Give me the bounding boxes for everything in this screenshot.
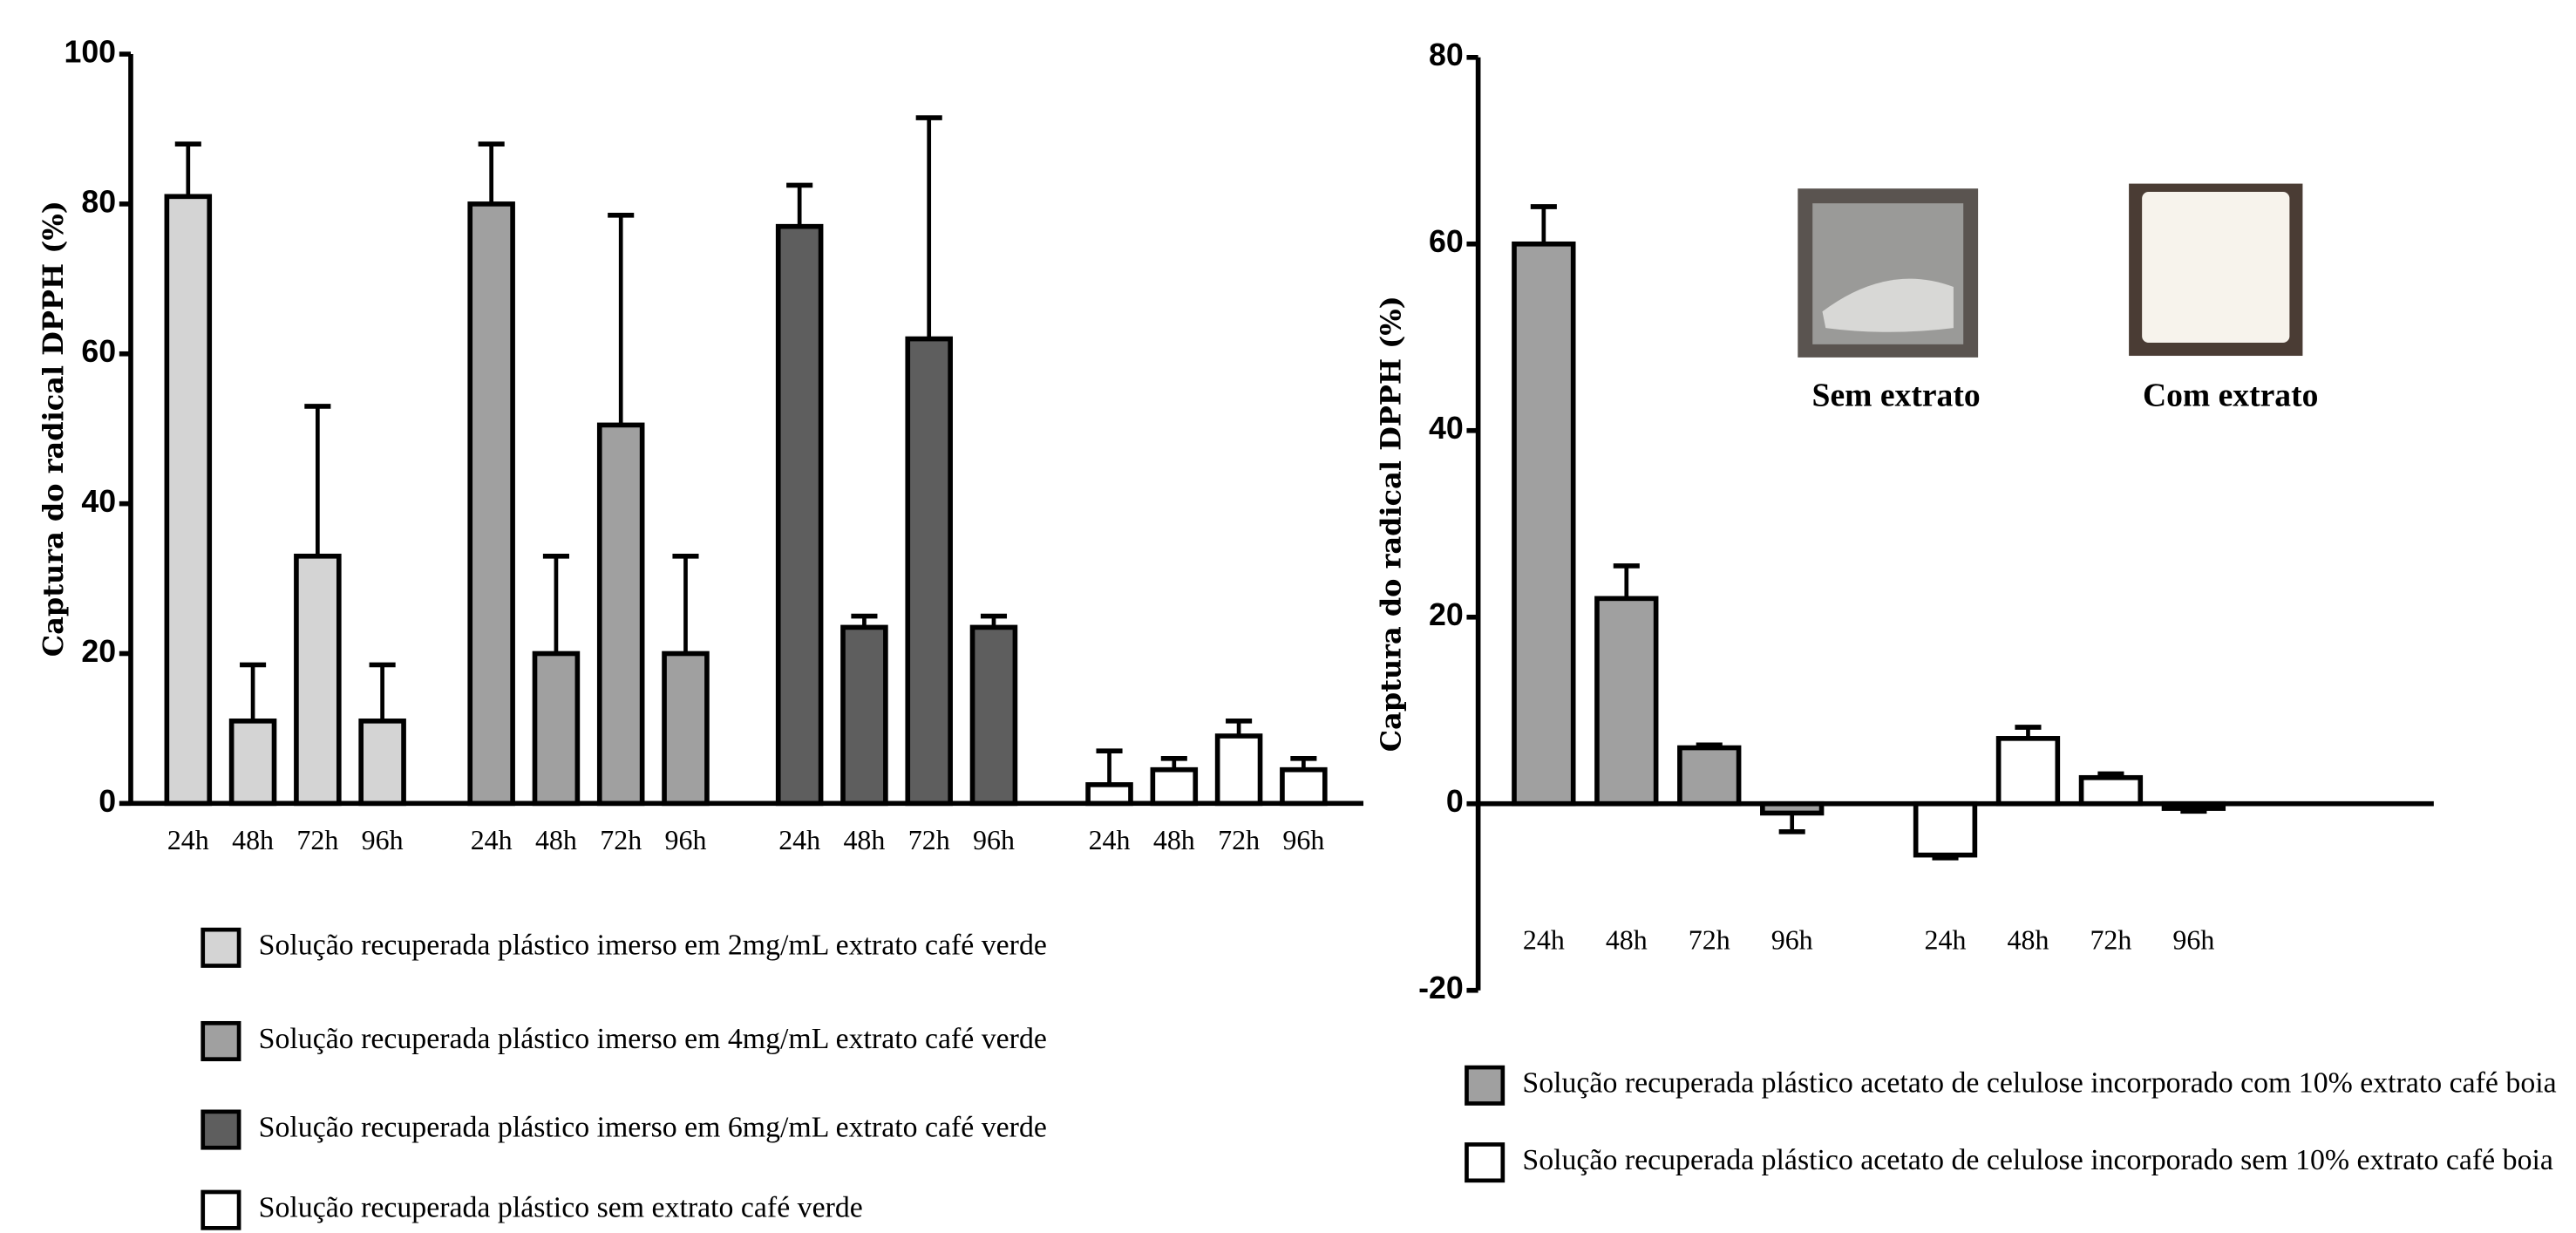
y-axis-title: Captura do radical DPPH (%) <box>1374 296 1407 752</box>
bar <box>1597 598 1656 803</box>
bar <box>1282 770 1325 804</box>
legend-label: Solução recuperada plástico acetato de c… <box>1522 1144 2553 1176</box>
bar <box>534 653 577 803</box>
x-tick-label: 72h <box>1218 825 1260 855</box>
bar <box>167 196 209 803</box>
bar <box>907 339 950 804</box>
y-tick-label: 20 <box>1429 597 1464 632</box>
x-tick-label: 72h <box>908 825 950 855</box>
photo-film <box>2142 192 2289 343</box>
x-tick-label: 24h <box>1089 825 1131 855</box>
bar <box>1152 770 1195 804</box>
legend-swatch <box>1466 1067 1502 1103</box>
legend-swatch <box>203 1023 239 1059</box>
x-tick-label: 48h <box>232 825 274 855</box>
page: {"chart_data": [ {"type": "bar", "y_labe… <box>0 0 2576 1233</box>
legend-swatch <box>1466 1144 1502 1180</box>
x-tick-label: 72h <box>1689 925 1730 956</box>
y-tick-label: 20 <box>81 634 116 669</box>
y-axis-title: Captura do radical DPPH (%) <box>37 201 70 657</box>
x-tick-label: 96h <box>362 825 404 855</box>
bar <box>296 556 339 804</box>
insets <box>1798 184 2302 358</box>
legend-label: Solução recuperada plástico sem extrato … <box>259 1191 863 1223</box>
bar <box>1999 739 2058 804</box>
x-tick-label: 48h <box>535 825 577 855</box>
legend-label: Solução recuperada plástico acetato de c… <box>1522 1067 2556 1100</box>
legend-swatch <box>203 1112 239 1148</box>
annotation: Com extrato <box>2143 378 2318 414</box>
y-tick-label: 40 <box>1429 411 1464 446</box>
x-tick-label: 96h <box>1771 925 1813 956</box>
y-tick-label: 0 <box>1446 784 1464 819</box>
bar <box>1218 736 1261 803</box>
y-tick-label: 100 <box>64 34 116 69</box>
legend-label: Solução recuperada plástico imerso em 2m… <box>259 930 1047 962</box>
y-tick-label: -20 <box>1418 971 1464 1005</box>
y-tick-label: 60 <box>81 334 116 369</box>
bar <box>470 204 513 803</box>
x-tick-label: 24h <box>167 825 209 855</box>
y-tick-label: 60 <box>1429 224 1464 259</box>
x-tick-label: 48h <box>843 825 885 855</box>
y-tick-label: 40 <box>81 484 116 519</box>
x-tick-label: 72h <box>600 825 642 855</box>
bar <box>600 425 642 803</box>
bar <box>1088 785 1131 803</box>
x-tick-label: 24h <box>778 825 820 855</box>
annotation: Sem extrato <box>1812 378 1981 414</box>
x-tick-label: 96h <box>665 825 707 855</box>
y-tick-label: 80 <box>1429 37 1464 72</box>
bar <box>973 627 1016 803</box>
x-tick-label: 24h <box>471 825 513 855</box>
bar <box>1680 748 1739 804</box>
legend-label: Solução recuperada plástico imerso em 6m… <box>259 1111 1047 1143</box>
x-tick-label: 24h <box>1523 925 1565 956</box>
x-tick-label: 96h <box>973 825 1015 855</box>
y-tick-label: 0 <box>99 784 116 819</box>
x-tick-label: 96h <box>1282 825 1324 855</box>
legend-swatch <box>203 930 239 965</box>
bar <box>361 721 404 804</box>
x-tick-label: 24h <box>1925 925 1967 956</box>
legend-label: Solução recuperada plástico imerso em 4m… <box>259 1023 1047 1055</box>
bar <box>1916 804 1975 855</box>
figure: 0 20 40 60 80 100 Captura do radical DPPH (%) 2… <box>0 0 2576 1233</box>
bar <box>843 627 886 803</box>
bar <box>1514 244 1573 804</box>
x-tick-label: 72h <box>296 825 338 855</box>
x-tick-label: 48h <box>2007 925 2049 956</box>
bar <box>664 653 707 803</box>
x-tick-label: 48h <box>1606 925 1648 956</box>
x-tick-label: 48h <box>1153 825 1195 855</box>
y-tick-label: 80 <box>81 184 116 219</box>
x-tick-label: 96h <box>2172 925 2214 956</box>
legend-swatch <box>203 1192 239 1228</box>
bar <box>2082 778 2141 804</box>
x-tick-label: 72h <box>2090 925 2131 956</box>
bar <box>232 721 275 804</box>
bar <box>778 227 821 804</box>
